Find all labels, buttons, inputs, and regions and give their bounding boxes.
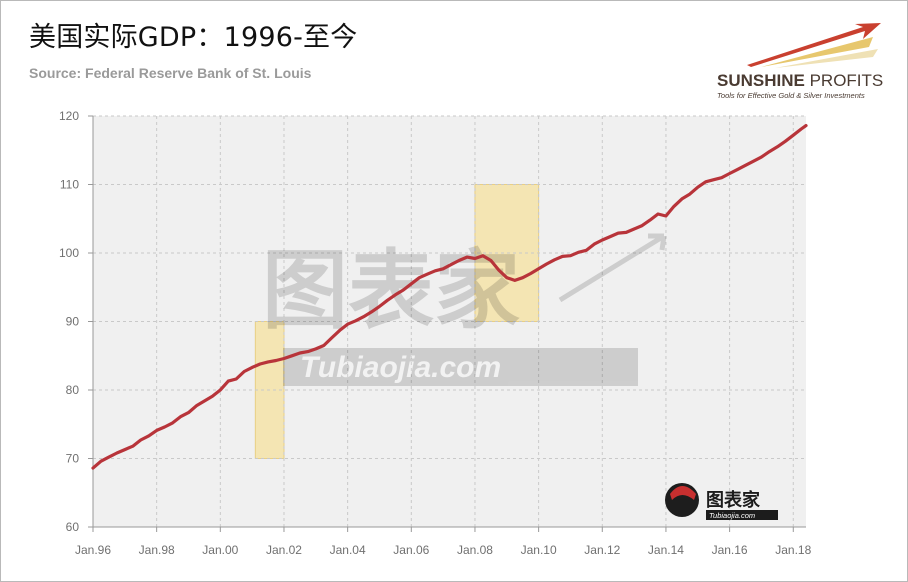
badge-url: Tubiaojia.com xyxy=(709,511,755,520)
x-tick-label: Jan.14 xyxy=(648,543,684,557)
x-tick-label: Jan.08 xyxy=(457,543,493,557)
x-tick-label: Jan.96 xyxy=(75,543,111,557)
x-tick-label: Jan.98 xyxy=(139,543,175,557)
series-layer xyxy=(91,124,808,470)
x-tick-label: Jan.18 xyxy=(775,543,811,557)
x-tick-label: Jan.12 xyxy=(584,543,620,557)
y-tick-label: 120 xyxy=(59,109,79,123)
y-tick-label: 100 xyxy=(59,246,79,260)
watermark-arrow-icon xyxy=(558,233,667,303)
badge-text: 图表家 xyxy=(706,489,761,511)
brand-logo: SUNSHINE PROFITS Tools for Effective Gol… xyxy=(713,21,891,101)
y-tick-label: 90 xyxy=(66,315,80,329)
x-tick-label: Jan.04 xyxy=(330,543,366,557)
brand-tagline: Tools for Effective Gold & Silver Invest… xyxy=(717,91,865,100)
x-tick-label: Jan.16 xyxy=(712,543,748,557)
y-tick-label: 110 xyxy=(60,178,79,192)
x-tick-label: Jan.10 xyxy=(521,543,557,557)
axes: 60 70 80 90 100 110 120 Jan.96 Jan.98 Jan.00 Jan.0… xyxy=(59,109,812,557)
y-tick-label: 70 xyxy=(66,452,80,466)
gridlines xyxy=(93,115,806,527)
x-tick-label: Jan.02 xyxy=(266,543,302,557)
brand-name: SUNSHINE PROFITS xyxy=(717,71,884,90)
watermark-band xyxy=(283,348,638,386)
x-tick-label: Jan.00 xyxy=(202,543,238,557)
watermark-url: Tubiaojia.com xyxy=(300,351,501,384)
brand-arrow-icon xyxy=(747,23,881,68)
source-note: Source: Federal Reserve Bank of St. Loui… xyxy=(29,65,312,81)
chart-title: 美国实际GDP：1996-至今 xyxy=(29,22,358,53)
series-line-1 xyxy=(91,124,808,470)
y-tick-label: 60 xyxy=(66,520,80,534)
watermark-badge: 图表家 Tubiaojia.com xyxy=(665,483,778,520)
x-tick-label: Jan.06 xyxy=(393,543,429,557)
y-tick-label: 80 xyxy=(66,383,80,397)
